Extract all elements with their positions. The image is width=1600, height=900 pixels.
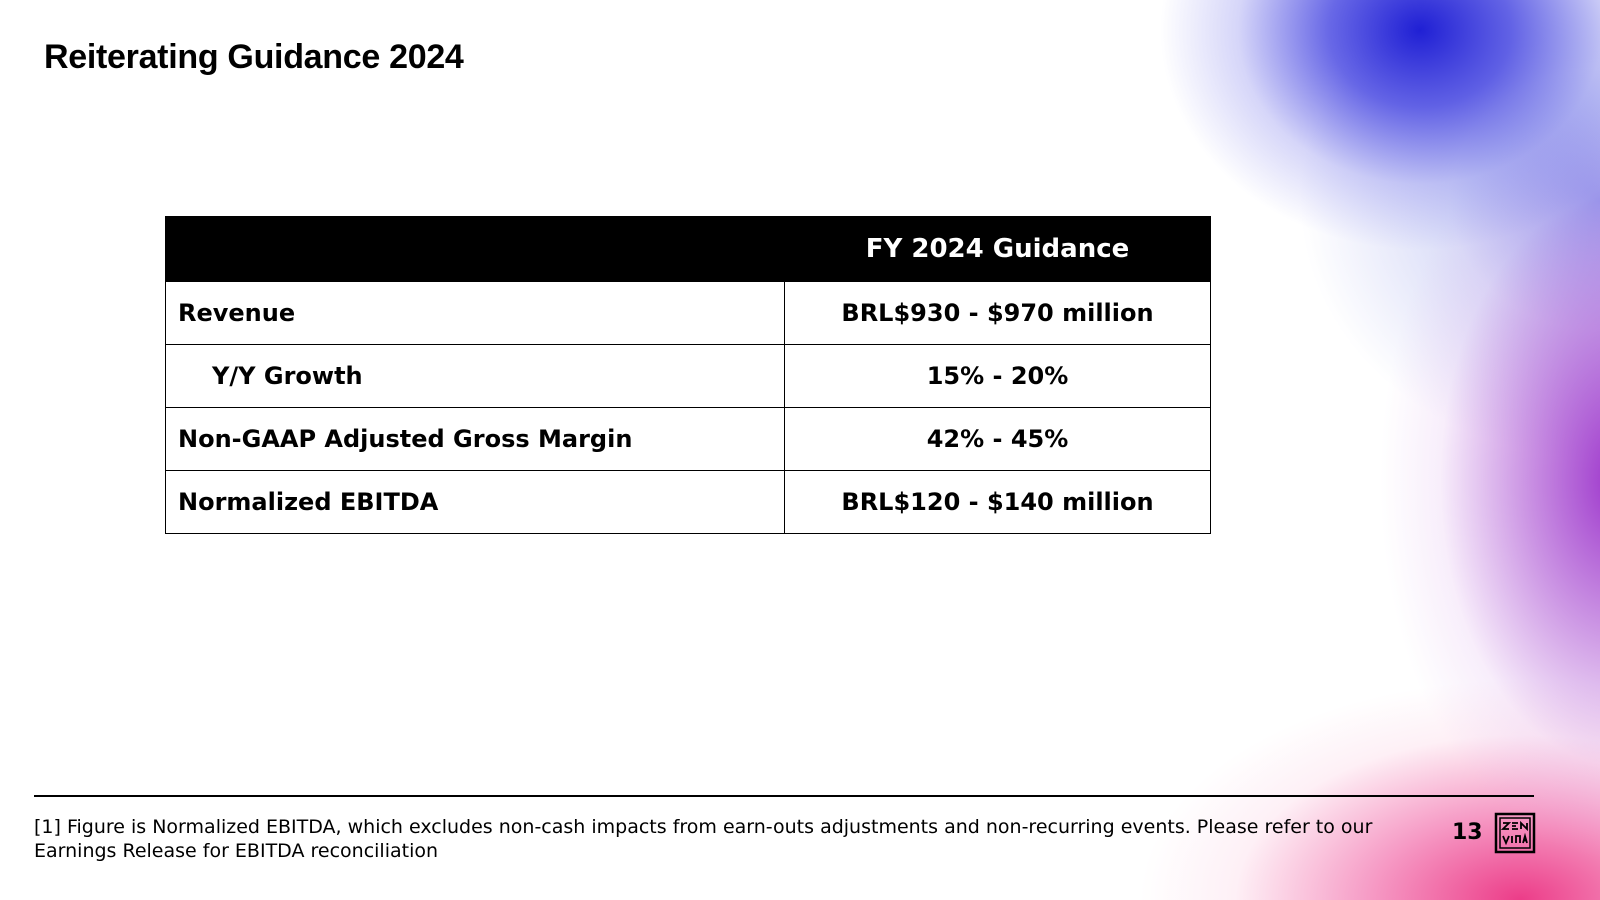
row-label-gross-margin: Non-GAAP Adjusted Gross Margin xyxy=(165,407,785,471)
row-label-ebitda: Normalized EBITDA xyxy=(165,470,785,534)
table-row-gross-margin: Non-GAAP Adjusted Gross Margin 42% - 45% xyxy=(165,407,1211,471)
row-value-ebitda: BRL$120 - $140 million xyxy=(784,470,1211,534)
table-row-revenue: Revenue BRL$930 - $970 million xyxy=(165,281,1211,345)
page-title: Reiterating Guidance 2024 xyxy=(44,38,464,76)
zenvia-logo-icon xyxy=(1494,812,1536,854)
table-row-ebitda: Normalized EBITDA BRL$120 - $140 million xyxy=(165,470,1211,534)
row-label-yy-growth: Y/Y Growth xyxy=(165,344,785,408)
page-number: 13 xyxy=(1452,820,1483,845)
table-header-guidance: FY 2024 Guidance xyxy=(784,216,1211,282)
row-label-revenue: Revenue xyxy=(165,281,785,345)
footer-divider xyxy=(34,795,1534,797)
table-row-yy-growth: Y/Y Growth 15% - 20% xyxy=(165,344,1211,408)
row-value-yy-growth: 15% - 20% xyxy=(784,344,1211,408)
table-header-row: FY 2024 Guidance xyxy=(165,216,1211,282)
footnote: [1] Figure is Normalized EBITDA, which e… xyxy=(34,816,1373,862)
row-value-revenue: BRL$930 - $970 million xyxy=(784,281,1211,345)
guidance-table: FY 2024 Guidance Revenue BRL$930 - $970 … xyxy=(165,216,1211,534)
table-header-label-cell xyxy=(165,216,785,282)
row-value-gross-margin: 42% - 45% xyxy=(784,407,1211,471)
